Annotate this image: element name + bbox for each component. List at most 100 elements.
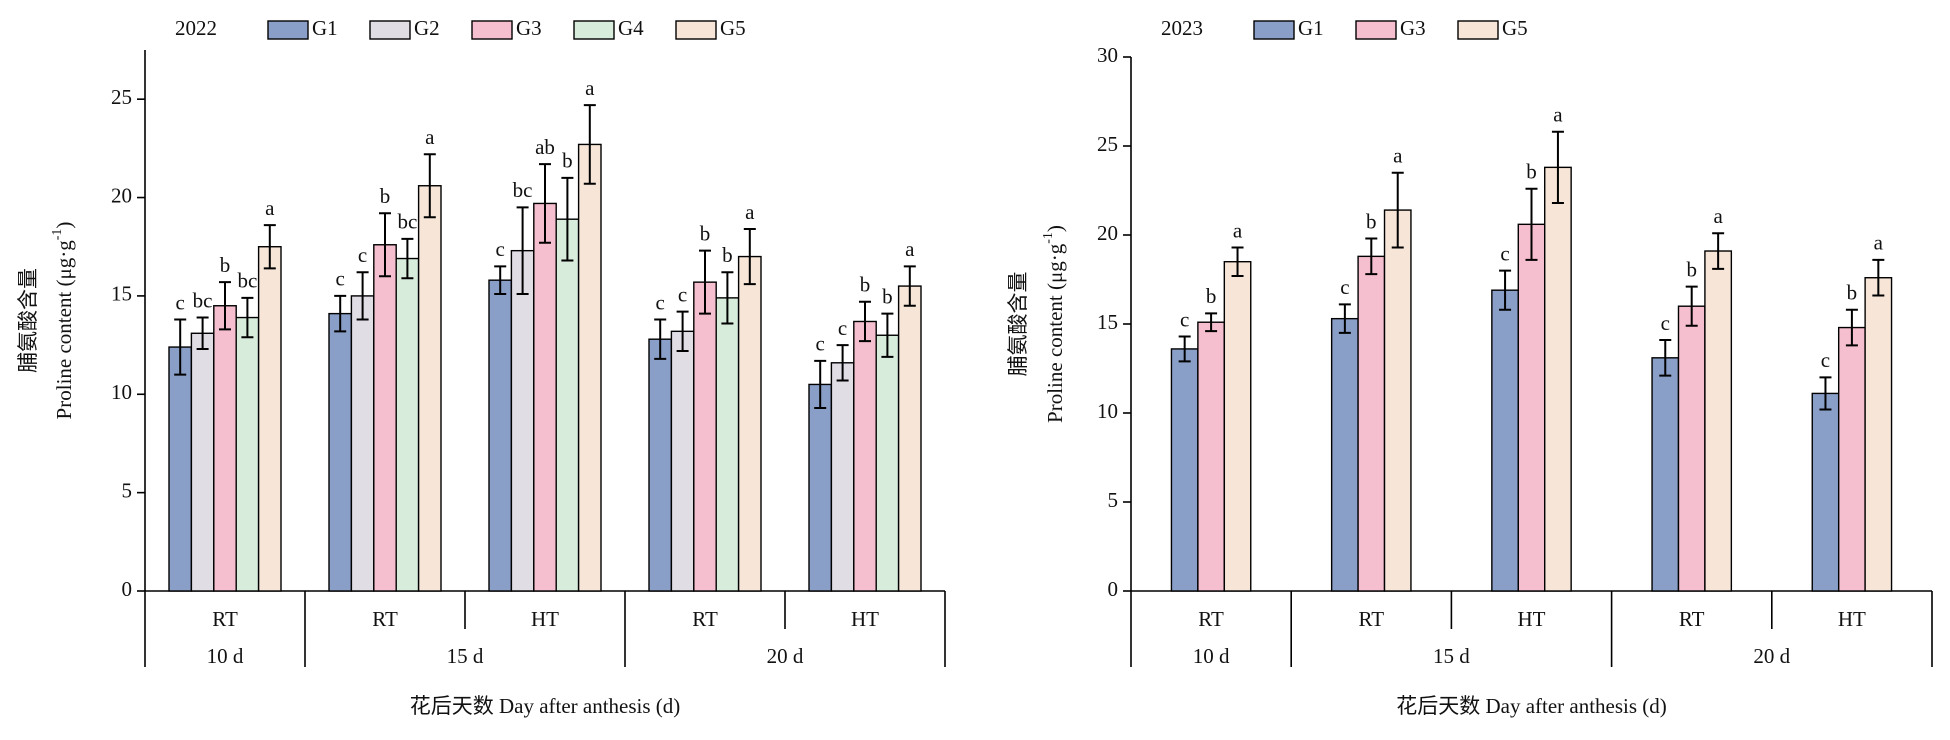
category-label: HT xyxy=(851,607,879,631)
significance-letter: b xyxy=(220,253,231,277)
group-label: 20 d xyxy=(1753,644,1790,668)
bar xyxy=(373,244,397,592)
significance-letter: c xyxy=(816,332,825,356)
significance-letter: c xyxy=(1340,275,1349,299)
bar xyxy=(693,281,717,592)
significance-letter: b xyxy=(1366,209,1377,233)
bar xyxy=(808,383,833,592)
bar xyxy=(1864,277,1893,592)
legend-label: G1 xyxy=(1298,16,1324,40)
significance-letter: b xyxy=(1847,281,1858,305)
bar xyxy=(1677,305,1706,592)
significance-letter: a xyxy=(1393,144,1403,168)
error-bar xyxy=(1712,232,1725,270)
bar xyxy=(577,143,602,592)
y-tick-label: 0 xyxy=(122,577,133,601)
significance-letter: a xyxy=(1233,218,1243,242)
y-label-text: Proline content (μg·g xyxy=(1043,243,1067,423)
y-tick-label: 30 xyxy=(1097,43,1118,67)
category-label: RT xyxy=(212,607,238,631)
bar xyxy=(648,338,673,592)
error-bar xyxy=(539,163,551,244)
significance-letter: a xyxy=(1553,103,1563,127)
bar xyxy=(1491,289,1519,592)
legend-label: G3 xyxy=(1400,16,1426,40)
y-tick-label: 10 xyxy=(1097,399,1118,423)
x-axis-label: 花后天数 Day after anthesis (d) xyxy=(1396,694,1667,718)
y-tick-label: 5 xyxy=(1108,488,1119,512)
error-bar xyxy=(356,271,369,321)
significance-letter: a xyxy=(425,125,435,149)
legend-label: G2 xyxy=(414,16,440,40)
significance-letter: b xyxy=(860,273,871,297)
bar xyxy=(875,334,900,592)
significance-letter: c xyxy=(1661,311,1670,335)
category-label: RT xyxy=(1679,607,1705,631)
error-bar xyxy=(1872,258,1885,297)
significance-letter: bc xyxy=(193,288,213,312)
significance-letter: c xyxy=(496,237,505,261)
significance-letter: c xyxy=(1500,241,1509,265)
category-label: RT xyxy=(1359,607,1385,631)
significance-letter: a xyxy=(1874,231,1884,255)
significance-letter: bc xyxy=(513,178,533,202)
error-bar xyxy=(219,281,231,331)
significance-letter: c xyxy=(656,290,665,314)
bar xyxy=(1170,348,1199,592)
bar xyxy=(168,346,193,592)
error-bar xyxy=(743,228,756,286)
legend-label: G4 xyxy=(618,16,644,40)
bar xyxy=(533,202,557,592)
significance-letter: bc xyxy=(237,269,257,293)
error-bar xyxy=(583,104,596,185)
legend-swatch xyxy=(573,20,615,40)
category-label: RT xyxy=(1198,607,1224,631)
bar xyxy=(1704,250,1733,592)
error-bar xyxy=(516,206,529,295)
bar xyxy=(1330,317,1359,592)
error-bar xyxy=(334,294,347,333)
bar xyxy=(1651,357,1680,592)
error-bar xyxy=(1391,171,1404,249)
y-axis-label: Proline content (μg·g-1) xyxy=(50,222,76,420)
legend-label: G5 xyxy=(1502,16,1528,40)
error-bar xyxy=(859,300,871,343)
error-bar xyxy=(654,318,667,360)
error-bar xyxy=(561,176,574,262)
group-label: 15 d xyxy=(1433,644,1470,668)
error-bar xyxy=(699,249,711,315)
bar xyxy=(488,279,513,592)
category-label: RT xyxy=(372,607,398,631)
error-bar xyxy=(836,344,849,382)
bar xyxy=(1811,392,1840,592)
significance-letter: c xyxy=(358,243,367,267)
bar xyxy=(510,249,535,592)
significance-letter: c xyxy=(838,316,847,340)
category-label: RT xyxy=(692,607,718,631)
group-label: 10 d xyxy=(207,644,244,668)
significance-letter: a xyxy=(905,237,915,261)
y-tick-label: 10 xyxy=(111,380,132,404)
bar xyxy=(830,362,855,592)
significance-letter: a xyxy=(265,196,275,220)
significance-letter: c xyxy=(1821,348,1830,372)
y-axis-label-cn: 脯氨酸含量 xyxy=(1006,272,1030,377)
bar xyxy=(670,330,695,592)
error-bar xyxy=(1525,187,1538,261)
legend-swatch xyxy=(675,20,717,40)
bar xyxy=(737,255,762,592)
bar xyxy=(897,285,922,592)
bar xyxy=(1837,326,1866,592)
error-bar xyxy=(379,212,391,278)
bar xyxy=(257,246,282,592)
error-bar xyxy=(814,359,827,410)
category-label: HT xyxy=(1838,607,1866,631)
error-bar xyxy=(1685,285,1698,327)
significance-letter: c xyxy=(1180,307,1189,331)
significance-letter: a xyxy=(585,76,595,100)
y-label-end: ) xyxy=(52,222,76,229)
bar xyxy=(1357,255,1386,592)
y-tick-label: 20 xyxy=(1097,221,1118,245)
legend-swatch xyxy=(1457,20,1499,40)
error-bar xyxy=(196,316,209,351)
